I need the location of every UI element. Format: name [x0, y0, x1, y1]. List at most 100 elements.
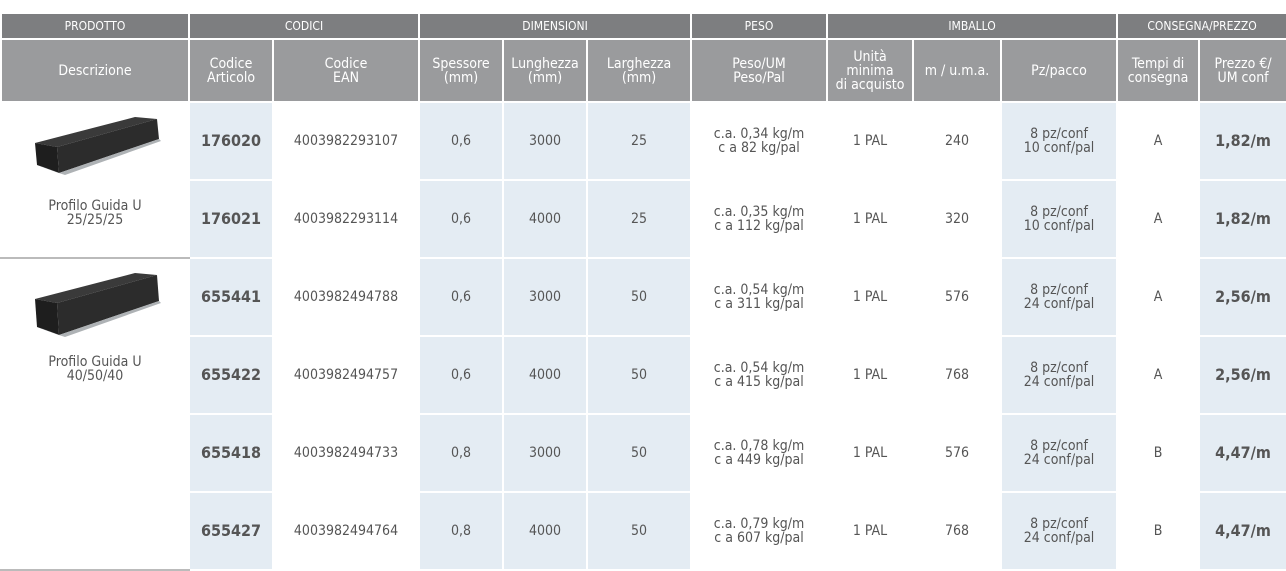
product-row: 655418 4003982494733 0,8 3000 50 c.a. 0,78 kg… — [1, 413, 1286, 493]
pieces: 8 pz/conf 24 conf/pal — [1000, 491, 1119, 571]
text-line: 24 conf/pal — [1023, 530, 1095, 546]
pieces: 8 pz/conf 24 conf/pal — [1000, 413, 1119, 493]
group-title: PRODOTTO — [0, 14, 190, 40]
column-title: m / u.m.a. — [912, 39, 1003, 103]
meters-per-unit: 240 — [912, 101, 1003, 181]
description: Profilo Guida U 25/25/25 — [0, 101, 190, 259]
ean-code: 4003982494757 — [271, 335, 421, 415]
text-line: c.a. 0,54 kg/m — [713, 360, 805, 376]
article-code: 176020 — [188, 101, 274, 181]
pieces: 8 pz/conf 24 conf/pal — [1000, 335, 1119, 415]
thickness: 0,8 — [418, 491, 505, 571]
length: 4000 — [502, 335, 589, 415]
text-line: Pz/pacco — [1031, 62, 1087, 79]
price: 4,47/m — [1198, 413, 1286, 493]
product-row: 655427 4003982494764 0,8 4000 50 c.a. 0,79 kg… — [1, 491, 1286, 571]
delivery: A — [1116, 257, 1201, 337]
product-row: Profilo Guida U 40/50/40 655441 40039824947… — [0, 257, 1286, 571]
thickness: 0,6 — [418, 101, 505, 181]
min-unit: 1 PAL — [826, 491, 915, 571]
group-header: PRODOTTO CODICI DIMENSIONI PESO IMBALLO CONSE… — [0, 14, 1286, 40]
length: 4000 — [502, 491, 589, 571]
min-unit: 1 PAL — [826, 101, 915, 181]
product-image — [35, 273, 161, 337]
width: 25 — [586, 101, 693, 181]
text-line: Profilo Guida U — [48, 354, 142, 370]
length: 4000 — [502, 179, 589, 259]
delivery: A — [1116, 179, 1201, 259]
page: PRODOTTO CODICI DIMENSIONI PESO IMBALLO CONSE… — [0, 14, 1286, 571]
thickness: 0,6 — [418, 335, 505, 415]
meters-per-unit: 768 — [912, 491, 1003, 571]
article-code: 655418 — [188, 413, 274, 493]
min-unit: 1 PAL — [826, 335, 915, 415]
text-line: 8 pz/conf — [1030, 438, 1088, 454]
text-line: 8 pz/conf — [1030, 360, 1088, 376]
text-line: (mm) — [527, 69, 563, 86]
article-code: 655441 — [188, 257, 274, 337]
table-wrap: PRODOTTO CODICI DIMENSIONI PESO IMBALLO CONSE… — [0, 14, 1286, 571]
text-line: Descrizione — [58, 62, 132, 79]
group-title: PESO — [690, 14, 829, 40]
group-title: DIMENSIONI — [418, 14, 693, 40]
thickness: 0,6 — [418, 257, 505, 337]
product-row: 655422 4003982494757 0,6 4000 50 c.a. 0,54 kg… — [1, 335, 1286, 415]
table-body: Profilo Guida U 25/25/25 176020 40039822931… — [0, 101, 1286, 571]
text-line: Spessore — [432, 55, 490, 72]
article-code: 655427 — [188, 491, 274, 571]
column-title: Unità minima di acquisto — [826, 39, 915, 103]
weight: c.a. 0,54 kg/m c a 311 kg/pal — [690, 257, 829, 337]
text-line: Tempi di — [1131, 55, 1185, 72]
product-image — [35, 117, 161, 175]
price: 1,82/m — [1198, 101, 1286, 181]
text-line: 24 conf/pal — [1023, 374, 1095, 390]
meters-per-unit: 576 — [912, 413, 1003, 493]
pieces: 8 pz/conf 10 conf/pal — [1000, 101, 1119, 181]
text-line: Lunghezza — [511, 55, 579, 72]
meters-per-unit: 768 — [912, 335, 1003, 415]
column-title: Codice EAN — [271, 39, 421, 103]
text-line: c.a. 0,35 kg/m — [713, 204, 805, 220]
column-title: Lunghezza (mm) — [502, 39, 589, 103]
product-table: PRODOTTO CODICI DIMENSIONI PESO IMBALLO CONSE… — [0, 14, 1286, 571]
text-line: 8 pz/conf — [1030, 204, 1088, 220]
thickness: 0,6 — [418, 179, 505, 259]
column-title: Spessore (mm) — [418, 39, 505, 103]
ean-code: 4003982494764 — [271, 491, 421, 571]
ean-code: 4003982293114 — [271, 179, 421, 259]
weight: c.a. 0,35 kg/m c a 112 kg/pal — [690, 179, 829, 259]
text-line: (mm) — [443, 69, 479, 86]
min-unit: 1 PAL — [826, 257, 915, 337]
price: 2,56/m — [1198, 257, 1286, 337]
length: 3000 — [502, 413, 589, 493]
delivery: B — [1116, 491, 1201, 571]
ean-code: 4003982293107 — [271, 101, 421, 181]
width: 50 — [586, 335, 693, 415]
text-line: Prezzo €/ — [1214, 55, 1272, 72]
text-line: c a 607 kg/pal — [714, 530, 804, 546]
text-line: Articolo — [206, 69, 256, 86]
text-line: 8 pz/conf — [1030, 516, 1088, 532]
text-line: Profilo Guida U — [48, 198, 142, 214]
column-title: Prezzo €/UM conf — [1198, 39, 1286, 103]
text-line: di acquisto — [835, 76, 905, 93]
group-title: CONSEGNA/PREZZO — [1116, 14, 1286, 40]
width: 25 — [586, 179, 693, 259]
min-unit: 1 PAL — [826, 413, 915, 493]
text-line: EAN — [333, 69, 359, 86]
text-line: c a 311 kg/pal — [714, 296, 804, 312]
text-line: 8 pz/conf — [1030, 126, 1088, 142]
column-title: Codice Articolo — [188, 39, 274, 103]
product-row: 176021 4003982293114 0,6 4000 25 c.a. 0,35 kg… — [1, 179, 1286, 259]
column-title: Pz/pacco — [1000, 39, 1119, 103]
product-row: Profilo Guida U 25/25/25 176020 40039822931… — [0, 101, 1286, 259]
description: Profilo Guida U 40/50/40 — [0, 257, 190, 571]
text-line: 24 conf/pal — [1023, 296, 1095, 312]
text-line: c.a. 0,54 kg/m — [713, 282, 805, 298]
text-line: Codice — [324, 55, 368, 72]
price: 1,82/m — [1198, 179, 1286, 259]
width: 50 — [586, 413, 693, 493]
weight: c.a. 0,54 kg/m c a 415 kg/pal — [690, 335, 829, 415]
column-title: Tempi di consegna — [1116, 39, 1201, 103]
meters-per-unit: 320 — [912, 179, 1003, 259]
